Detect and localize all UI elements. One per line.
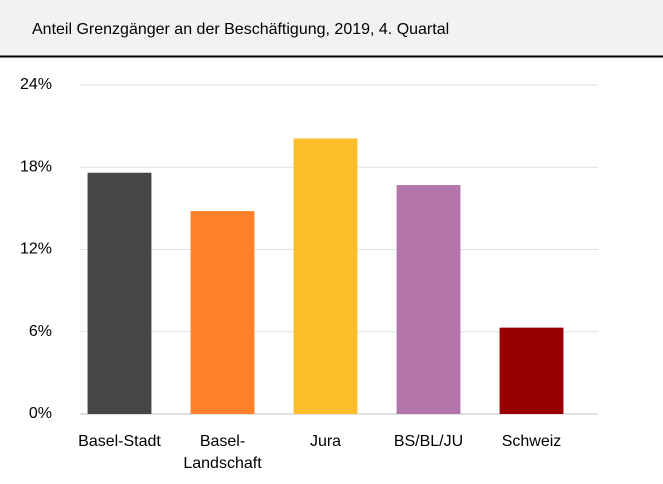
y-tick-label: 0% bbox=[29, 405, 52, 422]
bar bbox=[293, 138, 358, 414]
bar bbox=[87, 172, 152, 414]
x-tick-label: Basel-Landschaft bbox=[183, 433, 262, 472]
x-tick-label: Jura bbox=[310, 433, 341, 450]
bar bbox=[190, 211, 255, 414]
x-tick-label: BS/BL/JU bbox=[394, 433, 463, 450]
y-tick-label: 24% bbox=[20, 76, 52, 93]
y-tick-label: 6% bbox=[29, 323, 52, 340]
y-tick-label: 18% bbox=[20, 158, 52, 175]
chart-title: Anteil Grenzgänger an der Beschäftigung,… bbox=[32, 21, 449, 38]
bar bbox=[499, 327, 564, 414]
title-box bbox=[0, 0, 663, 56]
bar bbox=[396, 185, 461, 414]
x-tick-label: Schweiz bbox=[502, 433, 562, 450]
x-tick-label: Basel-Stadt bbox=[78, 433, 161, 450]
y-tick-label: 12% bbox=[20, 241, 52, 258]
